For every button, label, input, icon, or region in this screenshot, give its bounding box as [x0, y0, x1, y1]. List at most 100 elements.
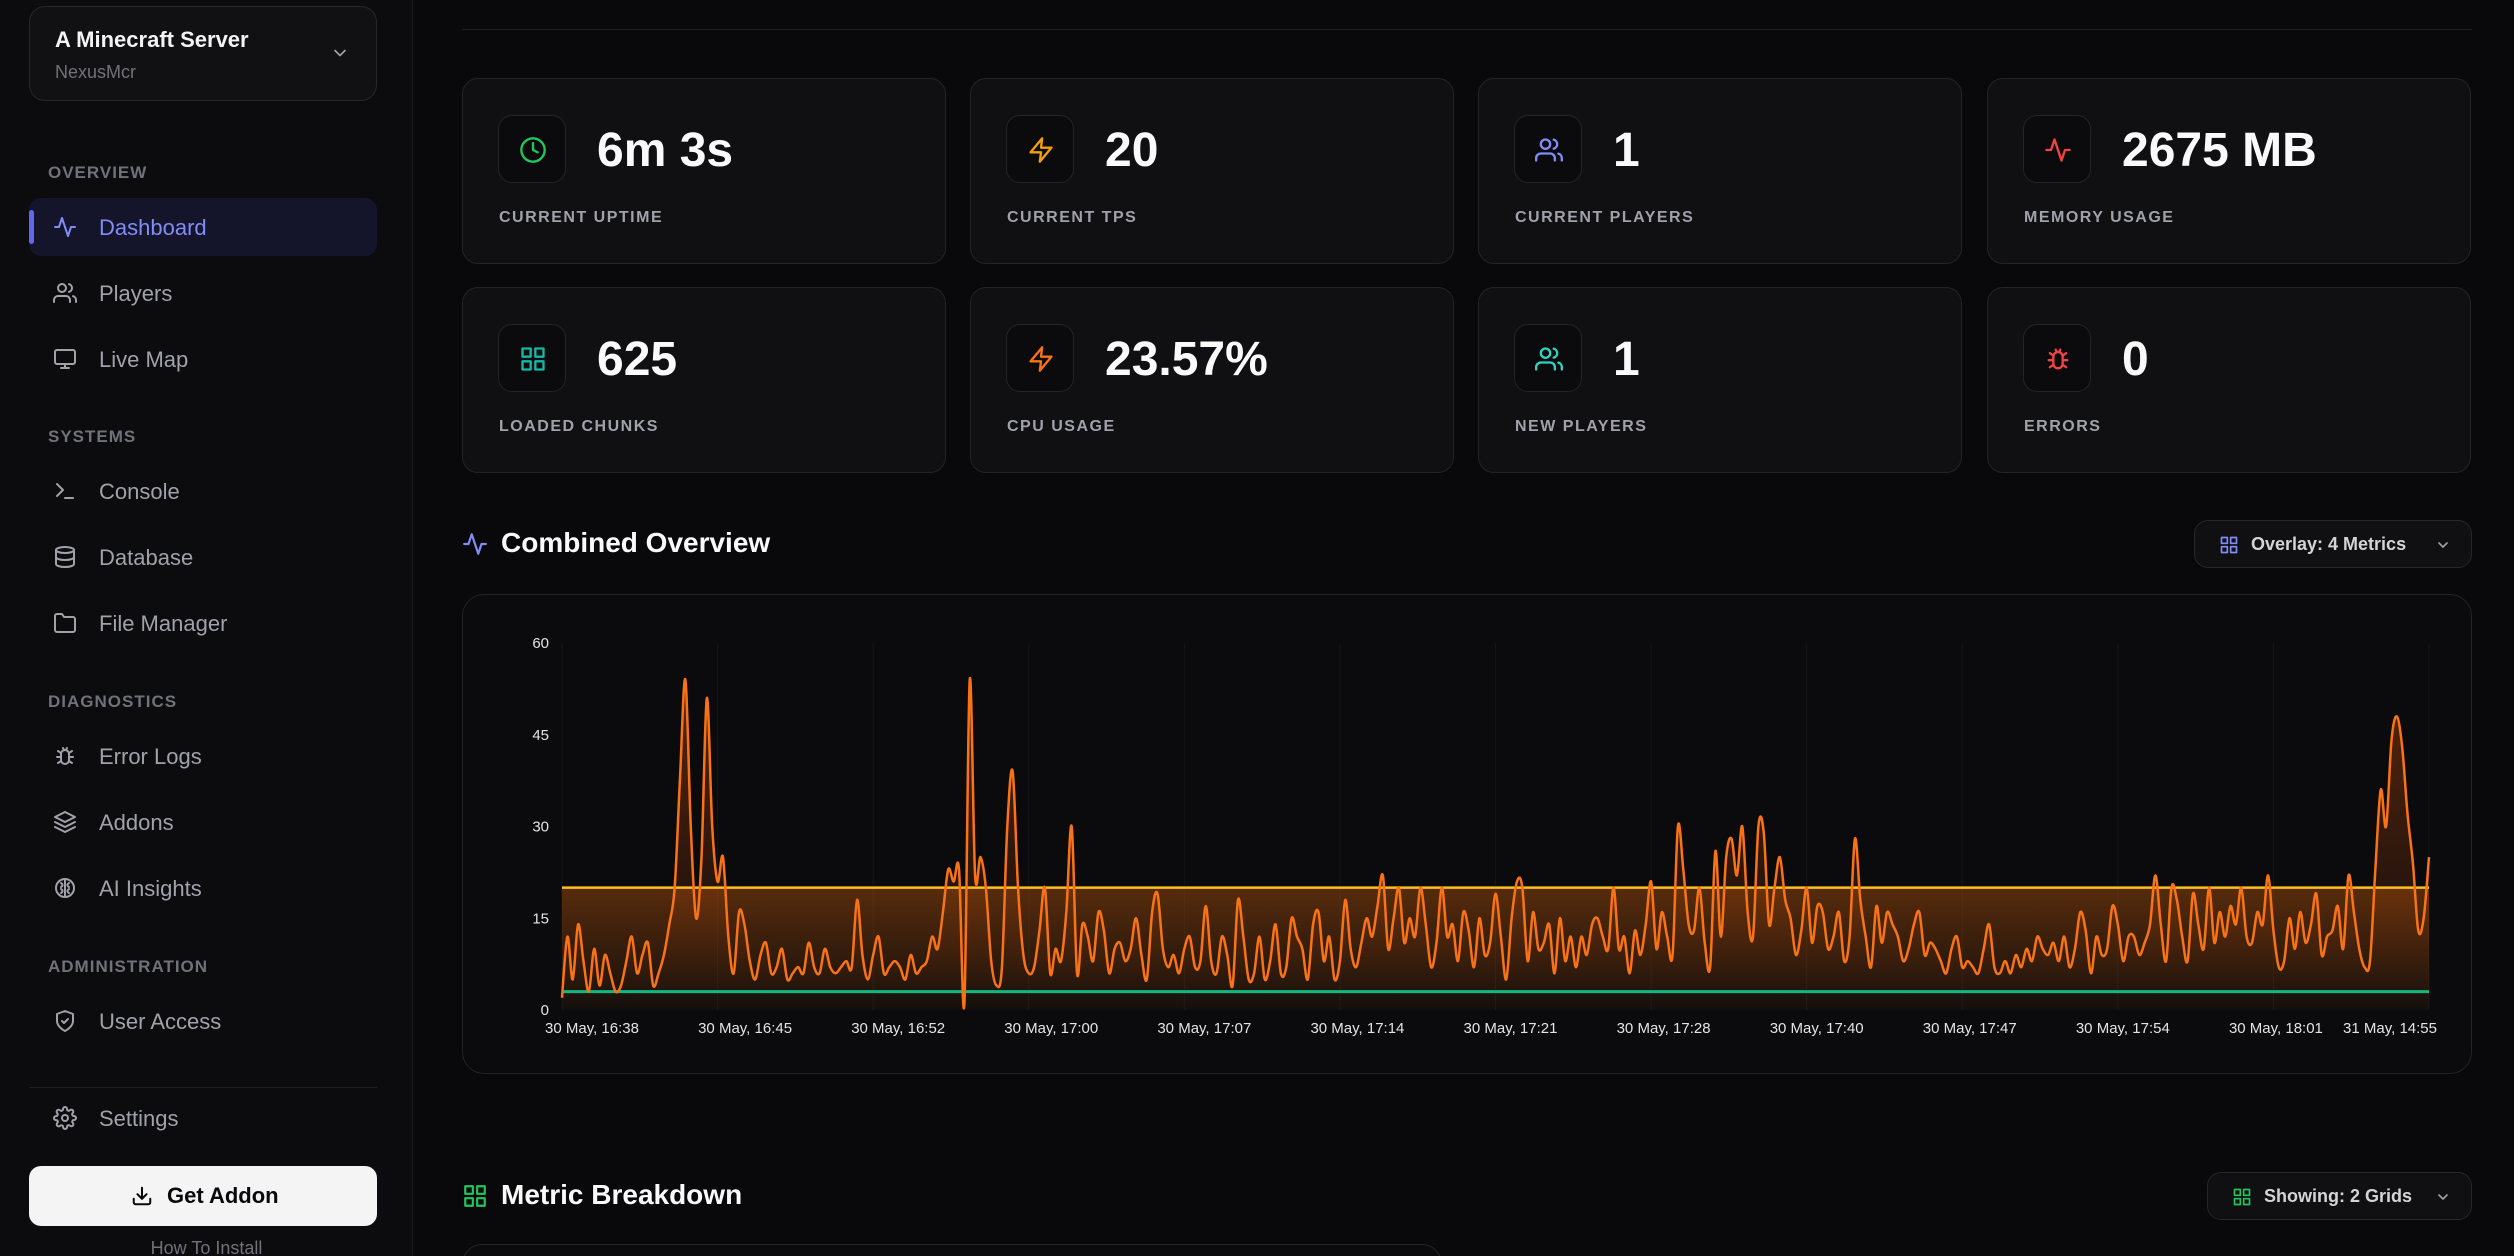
y-tick-label: 60: [532, 635, 549, 652]
sidebar-item-label: Error Logs: [99, 744, 202, 770]
folder-icon: [53, 611, 77, 635]
stat-label: LOADED CHUNKS: [499, 418, 659, 436]
stat-value: 625: [597, 332, 677, 387]
sidebar-item-label: Live Map: [99, 347, 188, 373]
overlay-metrics-dropdown[interactable]: Overlay: 4 Metrics: [2194, 520, 2472, 568]
get-addon-button[interactable]: Get Addon: [29, 1166, 377, 1226]
x-tick-label: 30 May, 17:14: [1310, 1020, 1404, 1037]
users-icon: [1535, 345, 1563, 373]
stat-card-errors: 0 ERRORS: [1987, 287, 2471, 473]
section-label-systems: SYSTEMS: [48, 427, 136, 447]
sidebar-item-error-logs[interactable]: Error Logs: [29, 727, 377, 785]
stat-label: CPU USAGE: [1007, 418, 1116, 436]
x-tick-label: 30 May, 16:38: [545, 1020, 639, 1037]
database-icon: [53, 545, 77, 569]
x-tick-label: 30 May, 17:00: [1004, 1020, 1098, 1037]
clock-icon: [519, 136, 547, 164]
stat-card-cpu: 23.57% CPU USAGE: [970, 287, 1454, 473]
y-tick-label: 30: [532, 819, 549, 836]
activity-icon: [53, 215, 77, 239]
sidebar: A Minecraft Server NexusMcr OVERVIEW Das…: [0, 0, 413, 1256]
gear-icon: [53, 1106, 77, 1130]
brain-icon: [53, 876, 77, 900]
stat-card-players: 1 CURRENT PLAYERS: [1478, 78, 1962, 264]
sidebar-item-label: Database: [99, 545, 193, 571]
sidebar-item-label: AI Insights: [99, 876, 202, 902]
header-divider: [462, 29, 2472, 30]
showing-grids-dropdown[interactable]: Showing: 2 Grids: [2207, 1172, 2472, 1220]
sidebar-item-user-access[interactable]: User Access: [29, 992, 377, 1050]
sidebar-item-label: User Access: [99, 1009, 221, 1035]
activity-icon: [2044, 136, 2072, 164]
combined-overview-chart: 0 15 30 45 60 30 May, 16:38 30 May, 16:45 30 Ma…: [462, 594, 2472, 1074]
sidebar-item-label: Players: [99, 281, 172, 307]
sidebar-item-console[interactable]: Console: [29, 462, 377, 520]
users-icon: [53, 281, 77, 305]
stat-icon-box: [1006, 324, 1074, 392]
server-subtitle: NexusMcr: [55, 62, 136, 83]
sidebar-divider: [29, 1087, 377, 1088]
sidebar-item-live-map[interactable]: Live Map: [29, 330, 377, 388]
get-addon-label: Get Addon: [167, 1183, 279, 1209]
stat-icon-box: [2023, 324, 2091, 392]
x-tick-label: 30 May, 17:54: [2076, 1020, 2170, 1037]
sidebar-item-label: Settings: [99, 1106, 179, 1132]
stat-label: CURRENT TPS: [1007, 209, 1137, 227]
server-name: A Minecraft Server: [55, 27, 249, 53]
stat-value: 2675 MB: [2122, 123, 2317, 178]
stat-card-memory: 2675 MB MEMORY USAGE: [1987, 78, 2471, 264]
x-tick-label: 31 May, 14:55: [2343, 1020, 2437, 1037]
grid-icon: [2219, 535, 2239, 555]
zap-icon: [1027, 345, 1055, 373]
overlay-metrics-label: Overlay: 4 Metrics: [2251, 534, 2406, 555]
monitor-icon: [53, 347, 77, 371]
how-to-install-link[interactable]: How To Install: [0, 1238, 413, 1256]
sidebar-item-players[interactable]: Players: [29, 264, 377, 322]
grid-icon: [519, 345, 547, 373]
stat-value: 6m 3s: [597, 123, 733, 178]
stat-value: 20: [1105, 123, 1158, 178]
stat-value: 1: [1613, 123, 1640, 178]
shield-check-icon: [53, 1009, 77, 1033]
download-icon: [131, 1185, 153, 1207]
stat-label: CURRENT PLAYERS: [1515, 209, 1694, 227]
stat-label: CURRENT UPTIME: [499, 209, 663, 227]
server-switcher[interactable]: A Minecraft Server NexusMcr: [29, 6, 377, 101]
activity-icon: [462, 531, 488, 557]
x-tick-label: 30 May, 17:47: [1923, 1020, 2017, 1037]
sidebar-item-dashboard[interactable]: Dashboard: [29, 198, 377, 256]
x-tick-label: 30 May, 18:01: [2229, 1020, 2323, 1037]
sidebar-item-ai-insights[interactable]: AI Insights: [29, 859, 377, 917]
metric-breakdown-panel: [462, 1244, 1442, 1256]
sidebar-item-file-manager[interactable]: File Manager: [29, 594, 377, 652]
metric-breakdown-title: Metric Breakdown: [501, 1179, 742, 1211]
x-tick-label: 30 May, 16:45: [698, 1020, 792, 1037]
stat-label: MEMORY USAGE: [2024, 209, 2174, 227]
sidebar-item-addons[interactable]: Addons: [29, 793, 377, 851]
combined-overview-title: Combined Overview: [501, 527, 770, 559]
showing-grids-label: Showing: 2 Grids: [2264, 1186, 2412, 1207]
layers-icon: [53, 810, 77, 834]
x-tick-label: 30 May, 17:28: [1617, 1020, 1711, 1037]
sidebar-item-database[interactable]: Database: [29, 528, 377, 586]
stat-value: 23.57%: [1105, 332, 1268, 387]
sidebar-item-label: Addons: [99, 810, 174, 836]
section-label-overview: OVERVIEW: [48, 163, 147, 183]
stat-icon-box: [1006, 115, 1074, 183]
chevron-down-icon: [330, 43, 350, 63]
x-tick-label: 30 May, 17:40: [1770, 1020, 1864, 1037]
x-tick-label: 30 May, 16:52: [851, 1020, 945, 1037]
grid-icon: [2232, 1187, 2252, 1207]
bug-icon: [53, 744, 77, 768]
sidebar-item-settings[interactable]: Settings: [29, 1089, 377, 1147]
bug-icon: [2044, 345, 2072, 373]
stat-icon-box: [1514, 324, 1582, 392]
stat-label: ERRORS: [2024, 418, 2101, 436]
stat-card-tps: 20 CURRENT TPS: [970, 78, 1454, 264]
stat-card-uptime: 6m 3s CURRENT UPTIME: [462, 78, 946, 264]
section-label-diagnostics: DIAGNOSTICS: [48, 692, 177, 712]
stat-card-new-players: 1 NEW PLAYERS: [1478, 287, 1962, 473]
y-tick-label: 45: [532, 727, 549, 744]
y-tick-label: 15: [532, 910, 549, 927]
sidebar-item-label: Console: [99, 479, 180, 505]
